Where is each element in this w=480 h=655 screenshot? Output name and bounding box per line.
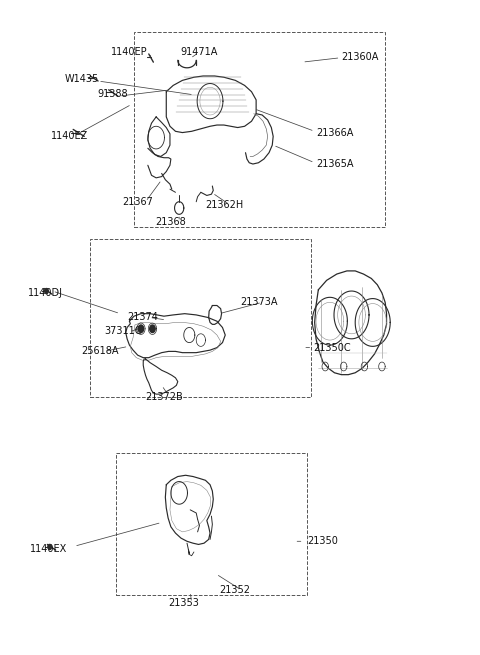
Text: 21374: 21374	[127, 312, 158, 322]
Text: 21365A: 21365A	[316, 159, 354, 169]
Text: 21373A: 21373A	[240, 297, 277, 307]
Text: 21362H: 21362H	[205, 200, 244, 210]
Text: 91388: 91388	[97, 88, 128, 99]
Text: 21352: 21352	[219, 585, 250, 595]
Bar	[116, 453, 307, 595]
Text: 21353: 21353	[168, 598, 200, 608]
Bar	[90, 240, 312, 397]
Text: 21350: 21350	[307, 536, 338, 546]
Text: W1435: W1435	[65, 74, 99, 84]
Text: 21372B: 21372B	[145, 392, 183, 402]
Text: 21366A: 21366A	[316, 128, 353, 138]
Text: 1140EP: 1140EP	[111, 47, 148, 57]
Circle shape	[138, 325, 144, 333]
Text: 91471A: 91471A	[180, 47, 217, 57]
Text: 37311G: 37311G	[104, 326, 142, 336]
Circle shape	[48, 544, 51, 550]
Circle shape	[150, 325, 155, 333]
Circle shape	[45, 288, 48, 293]
Text: 25618A: 25618A	[81, 346, 119, 356]
Text: 1140EX: 1140EX	[30, 544, 68, 554]
Text: 21360A: 21360A	[341, 52, 379, 62]
Text: 21367: 21367	[122, 196, 154, 207]
Text: 1140EZ: 1140EZ	[51, 131, 88, 141]
Text: 21350C: 21350C	[314, 343, 351, 352]
Bar	[134, 32, 385, 227]
Text: 1140DJ: 1140DJ	[28, 288, 63, 298]
Text: 21368: 21368	[155, 217, 185, 227]
